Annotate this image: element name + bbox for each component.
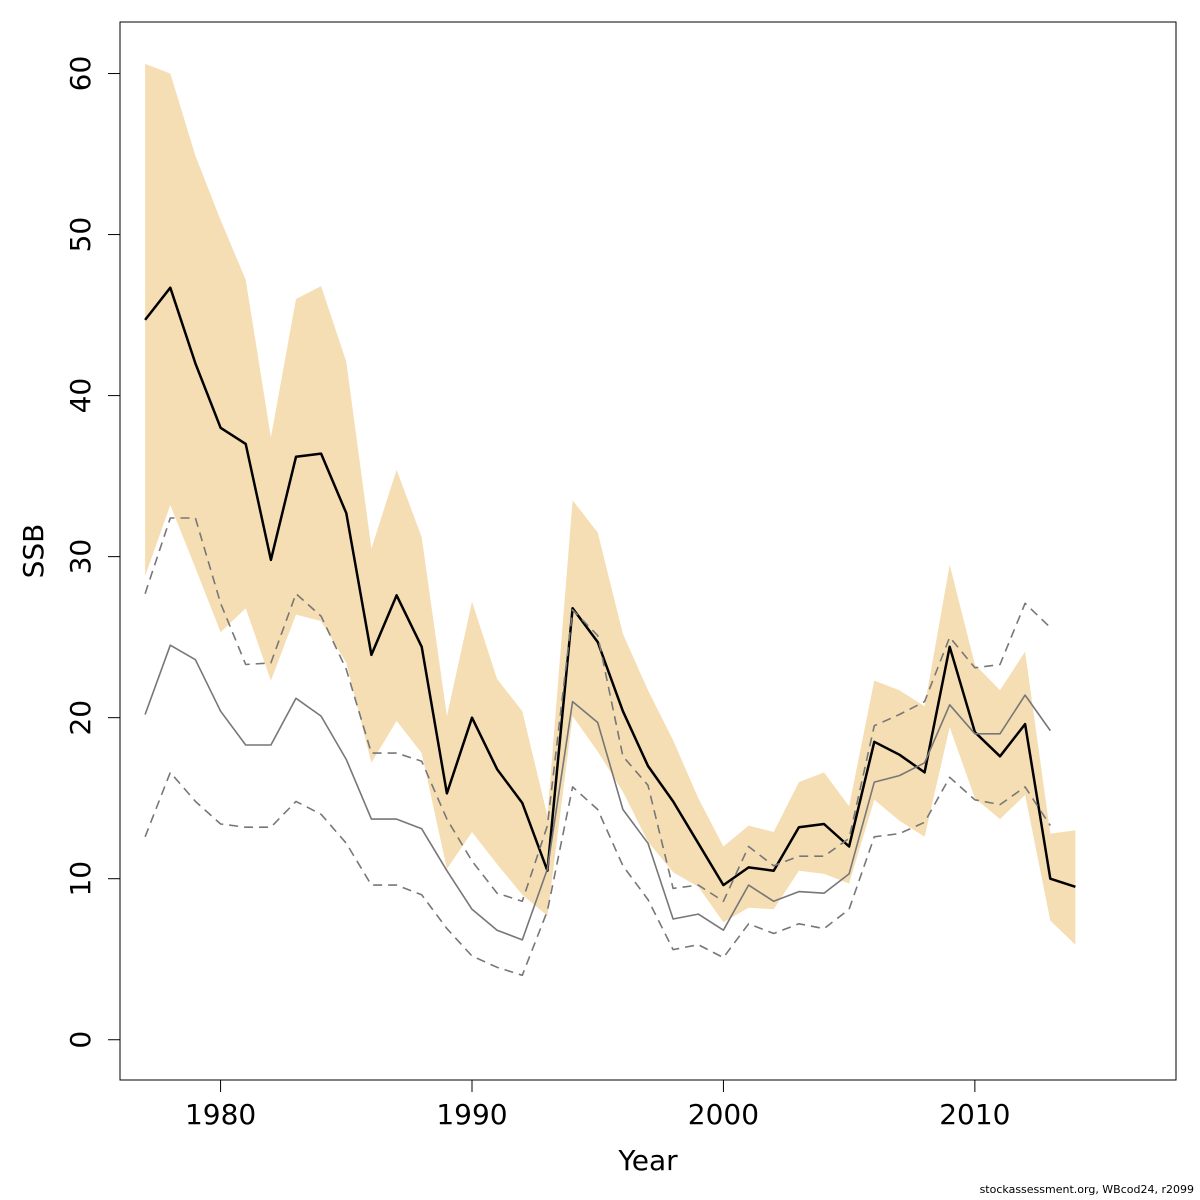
y-tick-label: 10 [64, 861, 97, 897]
y-tick-label: 30 [64, 539, 97, 575]
y-axis: 0 10 20 30 40 50 60 [64, 56, 121, 1049]
series-line-4 [144, 771, 1051, 977]
y-tick-label: 20 [64, 700, 97, 736]
x-tick-label: 2000 [688, 1098, 759, 1131]
confidence-band-layer [145, 63, 1076, 945]
x-tick-label: 1990 [436, 1098, 507, 1131]
series-line-2 [144, 644, 1051, 941]
x-tick-label: 2010 [939, 1098, 1010, 1131]
series-line-1 [144, 286, 1076, 888]
y-tick-label: 50 [64, 217, 97, 253]
footer-credit: stockassessment.org, WBcod24, r2099 [979, 1183, 1194, 1196]
series-line-3 [144, 517, 1051, 903]
y-tick-label: 60 [64, 56, 97, 92]
confidence-band [145, 63, 1076, 945]
series-lines-layer [144, 286, 1076, 977]
y-tick-label: 40 [64, 378, 97, 414]
x-tick-label: 1980 [185, 1098, 256, 1131]
x-axis: 1980 1990 2000 2010 [185, 1079, 1010, 1131]
x-axis-title: Year [617, 1144, 678, 1177]
y-axis-title: SSB [17, 524, 50, 579]
y-tick-label: 0 [64, 1031, 97, 1049]
